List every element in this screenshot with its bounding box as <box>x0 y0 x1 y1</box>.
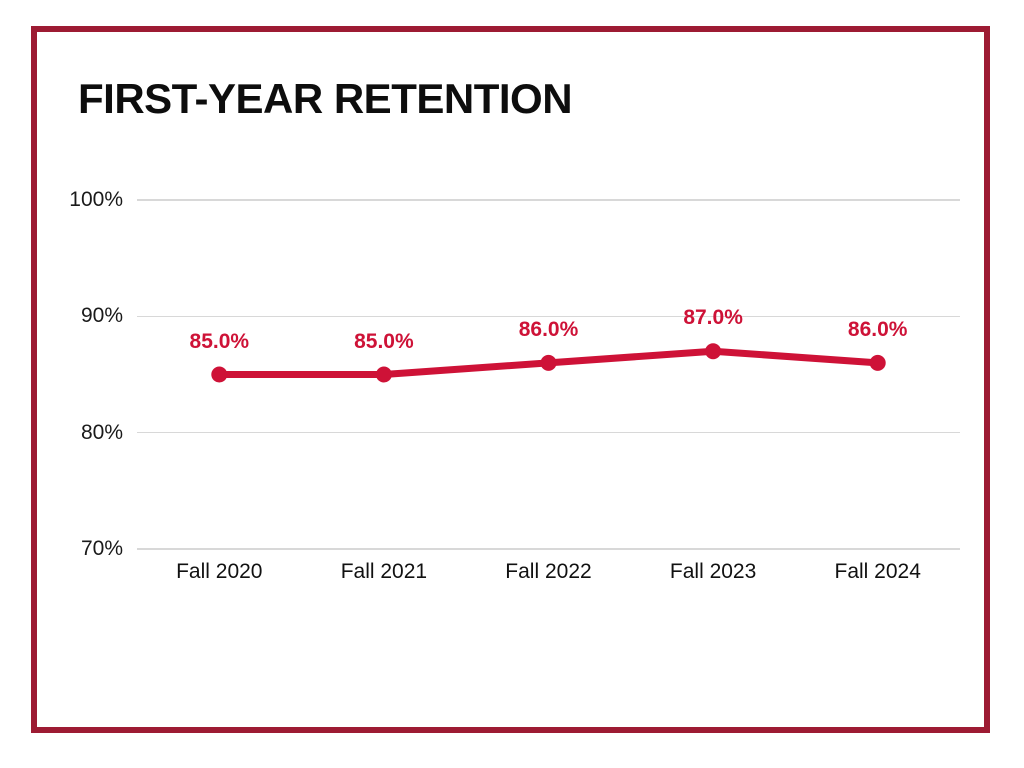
data-point <box>540 354 557 371</box>
gridline <box>137 315 960 318</box>
y-tick-label: 80% <box>80 420 123 444</box>
data-point <box>705 343 722 360</box>
data-point-label: 85.0% <box>354 329 414 353</box>
retention-line-series <box>211 343 886 383</box>
data-point-label: 86.0% <box>518 317 579 341</box>
data-point-label: 85.0% <box>189 329 250 353</box>
chart-title: FIRST-YEAR RETENTION <box>78 75 573 122</box>
gridline <box>137 548 960 550</box>
line-chart-plot: 100% 90% 80% 70% Fall 2020 Fall 2021 Fall 2022… <box>69 189 960 583</box>
x-tick-label: Fall 2022 <box>505 560 592 583</box>
y-tick-label: 100% <box>69 188 123 211</box>
data-point <box>375 366 392 383</box>
x-tick-label: Fall 2023 <box>669 560 757 583</box>
data-point-label: 86.0% <box>847 317 908 341</box>
card-frame-border <box>31 26 990 733</box>
data-point <box>869 354 886 371</box>
gridline <box>137 431 960 434</box>
x-tick-label: Fall 2024 <box>834 560 921 583</box>
data-point <box>211 366 228 383</box>
data-point-label: 87.0% <box>683 306 743 330</box>
y-tick-label: 70% <box>80 537 123 560</box>
y-tick-label: 90% <box>80 304 123 328</box>
gridline <box>137 199 960 201</box>
x-tick-label: Fall 2020 <box>176 560 263 583</box>
x-tick-label: Fall 2021 <box>340 560 428 583</box>
